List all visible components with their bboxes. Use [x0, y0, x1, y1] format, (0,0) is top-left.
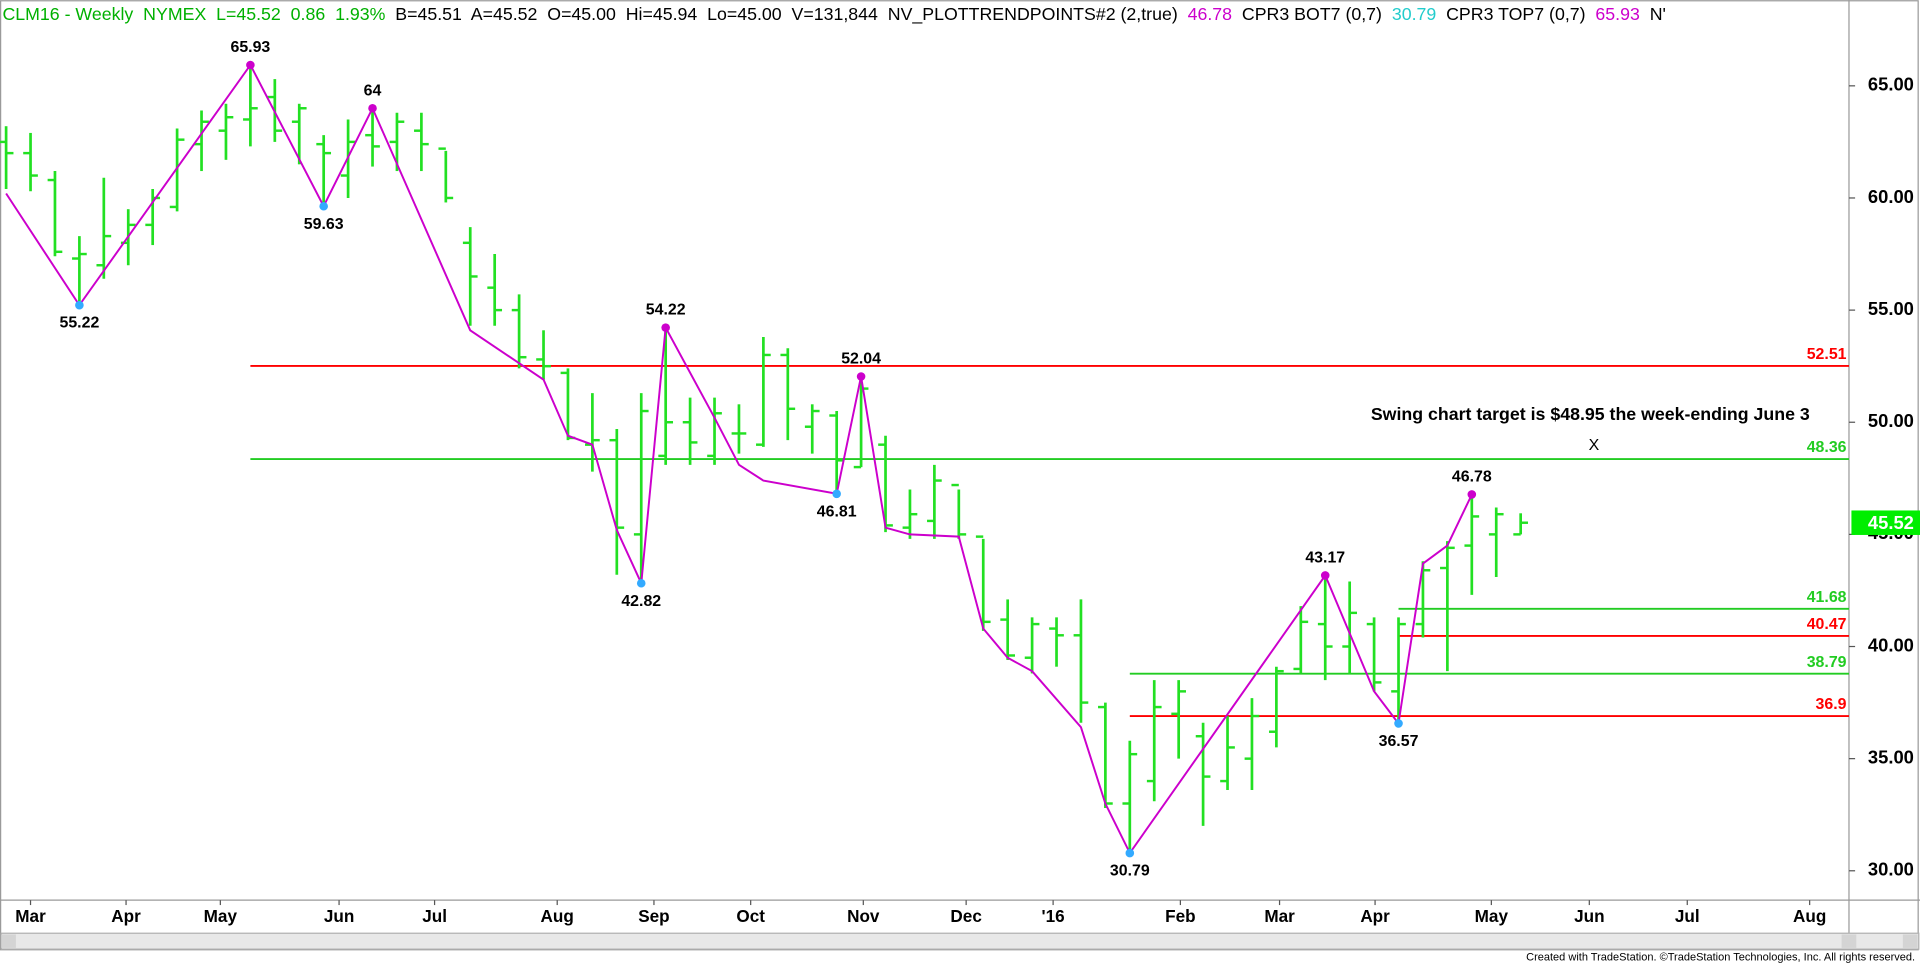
header-part: CPR3 BOT7 (0,7): [1232, 4, 1392, 24]
x-tick-label: Jul: [1675, 906, 1700, 926]
x-tick-label: Oct: [736, 906, 765, 926]
y-tick-label: 40.00: [1868, 634, 1914, 655]
header-part: N': [1640, 4, 1666, 24]
pivot-label: 54.22: [646, 302, 686, 319]
x-tick-label: Jul: [422, 906, 447, 926]
pivot-label: 42.82: [621, 593, 661, 610]
pivot-label: 30.79: [1110, 863, 1150, 880]
header-part: B=45.51 A=45.52 O=45.00 Hi=45.94 Lo=45.0…: [385, 4, 1187, 25]
scroll-thumb[interactable]: [1841, 934, 1857, 948]
y-tick-label: 55.00: [1868, 298, 1914, 319]
pivot-label: 43.17: [1305, 549, 1345, 566]
x-tick-label: Jun: [1574, 906, 1604, 926]
x-tick-label: '16: [1042, 906, 1065, 926]
x-tick-label: Mar: [15, 906, 46, 926]
pivot-label: 46.81: [817, 503, 857, 520]
scroll-left[interactable]: [1, 934, 16, 948]
x-tick-label: Mar: [1264, 906, 1295, 926]
scroll-right[interactable]: [1902, 934, 1918, 948]
x-tick-label: Jun: [324, 906, 354, 926]
level-label: 36.9: [1816, 696, 1847, 713]
header-part: 30.79: [1392, 4, 1437, 24]
x-tick-label: Nov: [847, 906, 880, 926]
header-part: 46.78: [1188, 4, 1233, 24]
pivot-dot: [246, 60, 255, 70]
pivot-label: 65.93: [230, 39, 270, 56]
pivot-dot: [368, 103, 377, 113]
level-label: 38.79: [1807, 654, 1847, 671]
x-tick-label: Apr: [1360, 906, 1390, 926]
target-marker: X: [1589, 437, 1600, 454]
header-part: CPR3 TOP7 (0,7): [1436, 4, 1595, 24]
header-part: CLM16 - Weekly NYMEX L=45.52 0.86 1.93%: [2, 4, 385, 24]
pivot-dot: [1320, 571, 1330, 580]
pivot-label: 36.57: [1379, 733, 1419, 750]
last-price-label: 45.52: [1868, 512, 1914, 533]
pivot-dot: [75, 300, 84, 310]
annotation: Swing chart target is $48.95 the week-en…: [1371, 404, 1810, 424]
y-tick-label: 50.00: [1868, 410, 1914, 431]
pivot-label: 55.22: [59, 315, 99, 332]
pivot-label: 52.04: [841, 351, 881, 368]
swing-line: [5, 63, 1473, 855]
scrollbar[interactable]: [0, 932, 1920, 950]
y-tick-label: 30.00: [1868, 859, 1914, 880]
pivot-dot: [1125, 848, 1135, 858]
level-label: 52.51: [1807, 346, 1847, 363]
pivot-dot: [1467, 490, 1477, 499]
pivot-label: 64: [364, 82, 382, 99]
y-tick-label: 60.00: [1868, 186, 1914, 207]
level-label: 48.36: [1807, 439, 1847, 456]
y-tick-label: 35.00: [1868, 746, 1914, 767]
pivot-dot: [1394, 719, 1403, 728]
footer: Created with TradeStation. ©TradeStation…: [1526, 952, 1915, 964]
pivot-dot: [319, 201, 328, 211]
x-tick-label: Dec: [950, 906, 982, 926]
x-tick-label: May: [1475, 906, 1509, 926]
x-tick-label: Feb: [1165, 906, 1195, 926]
x-tick-label: Sep: [638, 906, 669, 926]
pivot-dot: [832, 489, 841, 499]
header-part: 65.93: [1595, 4, 1640, 24]
x-tick-label: Apr: [111, 906, 141, 926]
y-tick-label: 65.00: [1868, 74, 1914, 95]
pivot-dot: [856, 372, 866, 381]
header: CLM16 - Weekly NYMEX L=45.52 0.86 1.93% …: [2, 4, 1665, 25]
x-tick-label: May: [204, 906, 238, 926]
last-price-box: [1851, 510, 1920, 535]
x-tick-label: Aug: [1793, 906, 1826, 926]
pivot-dot: [636, 578, 646, 588]
x-tick-label: Aug: [541, 906, 574, 926]
level-label: 40.47: [1807, 616, 1847, 633]
pivot-label: 46.78: [1452, 469, 1492, 486]
pivot-label: 59.63: [304, 216, 344, 233]
pivot-dot: [661, 323, 670, 332]
level-label: 41.68: [1807, 589, 1847, 606]
